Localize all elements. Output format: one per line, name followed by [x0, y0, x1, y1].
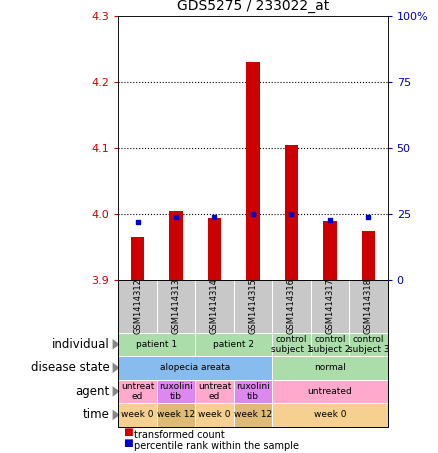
Bar [323, 221, 337, 280]
Text: normal: normal [314, 363, 346, 372]
Bar [246, 62, 260, 280]
Text: control
subject 3: control subject 3 [348, 335, 389, 354]
Text: time: time [83, 409, 110, 421]
Text: transformed count: transformed count [134, 430, 224, 440]
Text: GSM1414316: GSM1414316 [287, 279, 296, 334]
Text: GSM1414312: GSM1414312 [133, 279, 142, 334]
Text: GSM1414317: GSM1414317 [325, 279, 334, 334]
Text: untreated: untreated [307, 387, 352, 396]
Text: week 12: week 12 [234, 410, 272, 419]
Bar [169, 211, 183, 280]
Text: week 0: week 0 [314, 410, 346, 419]
Text: week 0: week 0 [121, 410, 154, 419]
Text: ■: ■ [123, 438, 132, 448]
Text: patient 1: patient 1 [136, 340, 177, 349]
Text: untreat
ed: untreat ed [198, 382, 231, 401]
Text: ruxolini
tib: ruxolini tib [159, 382, 193, 401]
Text: patient 2: patient 2 [213, 340, 254, 349]
Text: GSM1414318: GSM1414318 [364, 279, 373, 334]
Text: alopecia areata: alopecia areata [160, 363, 230, 372]
Text: week 0: week 0 [198, 410, 231, 419]
Text: untreat
ed: untreat ed [121, 382, 154, 401]
Bar [362, 231, 375, 280]
Bar [285, 145, 298, 280]
Text: control
subject 1: control subject 1 [271, 335, 312, 354]
Title: GDS5275 / 233022_at: GDS5275 / 233022_at [177, 0, 329, 14]
Text: percentile rank within the sample: percentile rank within the sample [134, 441, 299, 451]
Text: GSM1414315: GSM1414315 [248, 279, 258, 334]
Text: GSM1414314: GSM1414314 [210, 279, 219, 334]
Text: GSM1414313: GSM1414313 [172, 279, 180, 334]
Text: disease state: disease state [31, 361, 110, 374]
Bar [208, 217, 221, 280]
Text: agent: agent [75, 385, 110, 398]
Text: individual: individual [52, 338, 110, 351]
Text: ■: ■ [123, 427, 132, 437]
Bar [131, 237, 144, 280]
Text: control
subject 2: control subject 2 [309, 335, 351, 354]
Text: week 12: week 12 [157, 410, 195, 419]
Text: ruxolini
tib: ruxolini tib [236, 382, 270, 401]
